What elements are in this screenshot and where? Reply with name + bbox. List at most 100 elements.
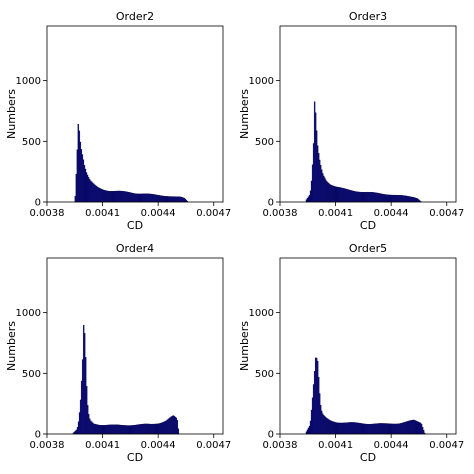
histogram-bar — [331, 420, 333, 435]
chart-title: Order2 — [116, 10, 154, 23]
histogram-bar — [385, 423, 387, 435]
histogram-bar — [415, 198, 418, 203]
histogram-bar — [180, 196, 182, 203]
histogram-bars — [72, 325, 180, 435]
histogram-bar — [159, 423, 161, 435]
histogram-bar — [353, 422, 355, 435]
histogram-bar — [173, 196, 175, 203]
subplot-4: Order5 0.0038 0.0041 0.0044 0.0047 0 500 1000 CD… — [238, 242, 464, 464]
histogram-bar — [79, 141, 82, 203]
histogram-bar — [153, 194, 155, 203]
histogram-bar — [143, 423, 145, 435]
histogram-bar — [344, 188, 346, 203]
histogram-bar — [370, 423, 373, 435]
histogram-bar — [416, 198, 419, 203]
histogram-bar — [386, 423, 388, 435]
x-tick-label: 0.0038 — [30, 208, 65, 219]
histogram-bar — [346, 422, 348, 435]
histogram-bar — [171, 196, 173, 203]
histogram-bar — [354, 191, 357, 203]
histogram-bar — [399, 423, 401, 435]
histogram-bar — [310, 180, 313, 203]
histogram-bar — [139, 193, 142, 203]
histogram-bar — [102, 189, 104, 203]
histogram-bar — [307, 196, 310, 203]
x-tick-label: 0.0044 — [141, 208, 176, 219]
y-tick-label: 500 — [22, 137, 41, 148]
histogram-bar — [344, 422, 346, 435]
histogram-bar — [103, 189, 105, 203]
histogram-bar — [167, 196, 169, 203]
histogram-bar — [118, 190, 120, 203]
histogram-bar — [329, 184, 331, 203]
histogram-bar — [117, 424, 119, 435]
histogram-bar — [164, 196, 166, 203]
histogram-bar — [104, 425, 106, 435]
histogram-bar — [139, 424, 141, 435]
histogram-bar — [410, 420, 413, 435]
histogram-bar — [175, 417, 178, 435]
histogram-bar — [133, 425, 136, 435]
histogram-bar — [320, 165, 322, 203]
histogram-bar — [76, 149, 79, 203]
histogram-bar — [104, 190, 106, 203]
histogram-bar — [382, 193, 384, 203]
histogram-bar — [90, 181, 93, 203]
histogram-bar — [396, 194, 398, 203]
histogram-bar — [399, 195, 401, 203]
histogram-bar — [333, 185, 335, 203]
histogram-bar — [155, 194, 157, 203]
histogram-bar — [181, 197, 183, 203]
x-axis-label: CD — [360, 219, 376, 232]
histogram-bar — [340, 187, 342, 203]
axes-frame — [46, 25, 224, 203]
histogram-bar — [309, 190, 312, 203]
histogram-bar — [76, 427, 79, 435]
histogram-bar — [97, 424, 99, 435]
histogram-bar — [75, 429, 78, 435]
histogram-bar — [315, 357, 318, 435]
axes-frame — [279, 25, 457, 203]
histogram-bar — [365, 423, 368, 435]
histogram-bar — [167, 418, 169, 435]
histogram-bar — [85, 357, 87, 435]
histogram-bar — [118, 424, 120, 435]
y-tick-label: 0 — [268, 198, 274, 209]
histogram-bar — [380, 193, 382, 203]
histogram-bar — [341, 422, 343, 435]
histogram-bar — [380, 423, 382, 435]
histogram-bar — [166, 196, 168, 203]
histogram-bar — [324, 177, 326, 203]
histogram-bar — [77, 124, 80, 203]
histogram-bar — [112, 191, 114, 203]
histogram-bar — [141, 424, 143, 435]
histogram-bar — [114, 190, 116, 203]
histogram-bar — [329, 420, 331, 435]
histogram-bar — [323, 175, 325, 203]
histogram-bar — [406, 421, 408, 435]
histogram-bar — [129, 192, 131, 203]
histogram-bar — [396, 423, 398, 435]
histogram-bar — [330, 184, 332, 203]
histogram-bar — [138, 193, 141, 203]
histogram-bar — [320, 405, 322, 435]
histogram-bar — [356, 191, 359, 203]
histogram-bar — [158, 195, 160, 203]
histogram-bar — [358, 422, 361, 435]
histogram-bar — [349, 422, 351, 435]
histogram-bar — [113, 190, 115, 203]
x-tick-label: 0.0038 — [30, 440, 65, 451]
histogram-bar — [350, 190, 352, 203]
histogram-bar — [74, 196, 76, 203]
histogram-bar — [377, 192, 379, 203]
histogram-bar — [356, 422, 359, 435]
histogram-bar — [171, 415, 173, 435]
histogram-bar — [129, 425, 132, 435]
histogram-bar — [388, 423, 390, 435]
histogram-bar — [325, 417, 327, 435]
histogram-bar — [334, 186, 336, 203]
histogram-bar — [408, 420, 411, 435]
histogram-bar — [337, 422, 339, 435]
y-tick-label: 0 — [268, 430, 274, 441]
histogram-bar — [141, 193, 144, 203]
